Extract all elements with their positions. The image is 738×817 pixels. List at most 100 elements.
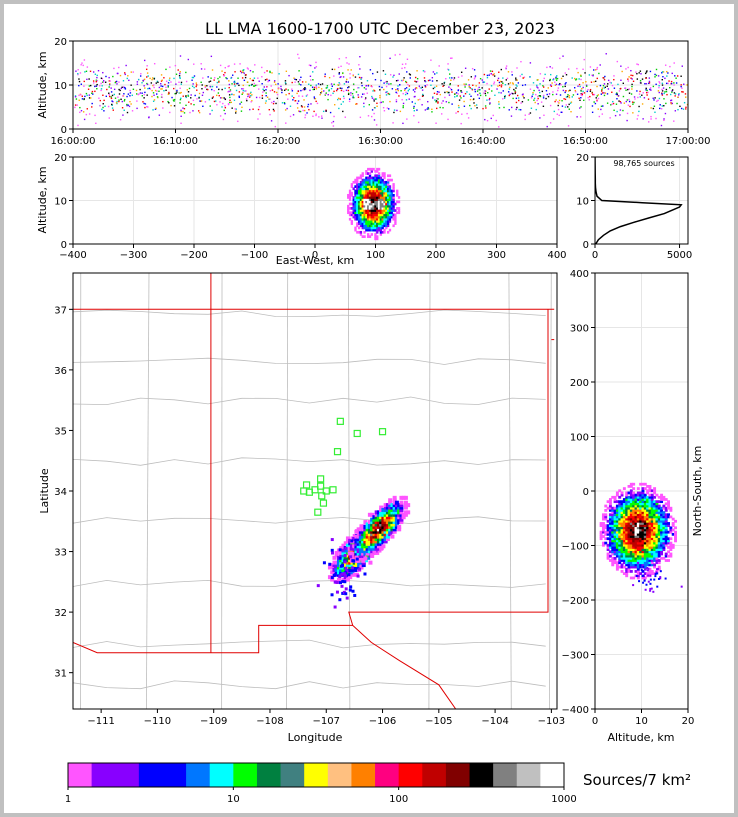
plan-density-cell xyxy=(334,570,339,575)
source-point xyxy=(167,82,170,84)
source-point xyxy=(592,75,594,77)
ns-density-cell xyxy=(608,502,612,506)
source-point xyxy=(557,101,559,103)
source-point xyxy=(597,108,599,110)
ns-density-cell xyxy=(634,565,638,569)
source-point xyxy=(408,73,411,75)
ns-density-cell xyxy=(643,528,647,532)
ew-density-cell xyxy=(383,202,386,206)
source-point xyxy=(85,92,88,95)
ns-density-cell xyxy=(613,548,617,552)
ns-density-cell xyxy=(643,506,647,510)
source-point xyxy=(208,98,211,101)
plan-density-cell xyxy=(385,527,390,532)
source-point xyxy=(325,109,327,111)
source-point xyxy=(401,79,404,82)
plan-density-cell xyxy=(394,503,399,508)
source-point xyxy=(118,99,120,101)
ns-density-cell xyxy=(622,565,626,569)
source-point xyxy=(569,89,571,92)
source-point xyxy=(333,83,335,86)
source-point xyxy=(111,104,113,106)
ns-density-cell xyxy=(650,552,654,556)
plan-density-cell xyxy=(367,549,372,554)
ns-density-cell xyxy=(625,559,629,562)
ew-density-cell xyxy=(350,193,354,197)
plan-density-cell xyxy=(374,522,379,527)
ns-density-cell xyxy=(653,508,657,512)
plan-density-cell xyxy=(376,532,381,537)
source-point xyxy=(453,77,456,79)
source-point xyxy=(345,89,348,92)
source-point xyxy=(395,80,398,82)
ns-density-cell xyxy=(608,526,612,530)
ns-density-cell xyxy=(627,515,631,519)
plan-density-cell xyxy=(367,537,372,542)
source-point xyxy=(639,96,641,98)
ns-density-cell xyxy=(660,541,664,545)
source-point xyxy=(536,84,538,87)
source-point xyxy=(652,97,655,99)
plan-density-cell xyxy=(341,591,345,595)
source-point xyxy=(516,85,518,87)
source-point xyxy=(533,97,536,100)
ew-density-cell xyxy=(365,196,368,199)
source-point xyxy=(434,73,436,75)
ew-density-cell xyxy=(396,191,399,195)
source-point xyxy=(86,66,89,68)
source-point xyxy=(123,86,126,89)
ns-density-cell xyxy=(639,541,643,545)
ns-density-cell xyxy=(634,563,638,567)
source-point xyxy=(329,111,332,114)
ns-density-cell xyxy=(606,543,610,547)
source-point xyxy=(153,94,155,96)
source-point xyxy=(128,79,130,82)
source-point xyxy=(129,95,131,97)
ns-density-cell xyxy=(636,546,640,549)
source-point xyxy=(621,70,623,73)
ns-density-cell xyxy=(620,570,624,573)
plan-density-cell xyxy=(367,524,372,529)
source-point xyxy=(365,84,368,87)
source-point xyxy=(360,78,362,80)
source-point xyxy=(553,110,556,113)
ew-density-cell xyxy=(379,202,383,206)
source-point xyxy=(500,68,503,71)
ew-density-cell xyxy=(377,222,381,225)
ew-density-cell xyxy=(377,185,381,188)
source-point xyxy=(575,78,578,80)
ns-density-cell xyxy=(625,513,629,517)
source-point xyxy=(235,112,237,114)
source-point xyxy=(245,90,247,92)
source-point xyxy=(185,95,187,97)
ns-density-cell xyxy=(654,573,657,576)
plan-density-cell xyxy=(340,584,344,588)
source-point xyxy=(347,69,349,71)
ew-density-cell xyxy=(368,217,372,221)
ns-density-cell xyxy=(669,554,673,558)
source-point xyxy=(119,119,122,121)
plan-density-cell xyxy=(379,510,384,515)
ns-density-cell xyxy=(615,565,619,569)
ns-density-cell xyxy=(669,537,673,541)
source-point xyxy=(263,89,265,92)
ew-density-cell xyxy=(372,176,375,180)
plan-density-cell xyxy=(339,564,343,568)
ns-density-cell xyxy=(654,575,657,578)
source-point xyxy=(658,91,660,94)
ns-density-cell xyxy=(636,502,640,506)
source-point xyxy=(667,72,669,74)
source-point xyxy=(463,95,465,97)
ns-density-cell xyxy=(646,517,650,521)
source-point xyxy=(630,93,633,95)
plan-density-cell xyxy=(383,522,388,527)
source-point xyxy=(385,81,387,83)
source-point xyxy=(498,126,500,128)
source-point xyxy=(630,74,632,76)
ew-density-cell xyxy=(365,200,368,204)
source-point xyxy=(628,98,630,101)
source-point xyxy=(207,76,209,78)
source-point xyxy=(631,83,633,86)
ns-density-cell xyxy=(615,491,619,495)
ns-density-cell xyxy=(650,522,654,525)
